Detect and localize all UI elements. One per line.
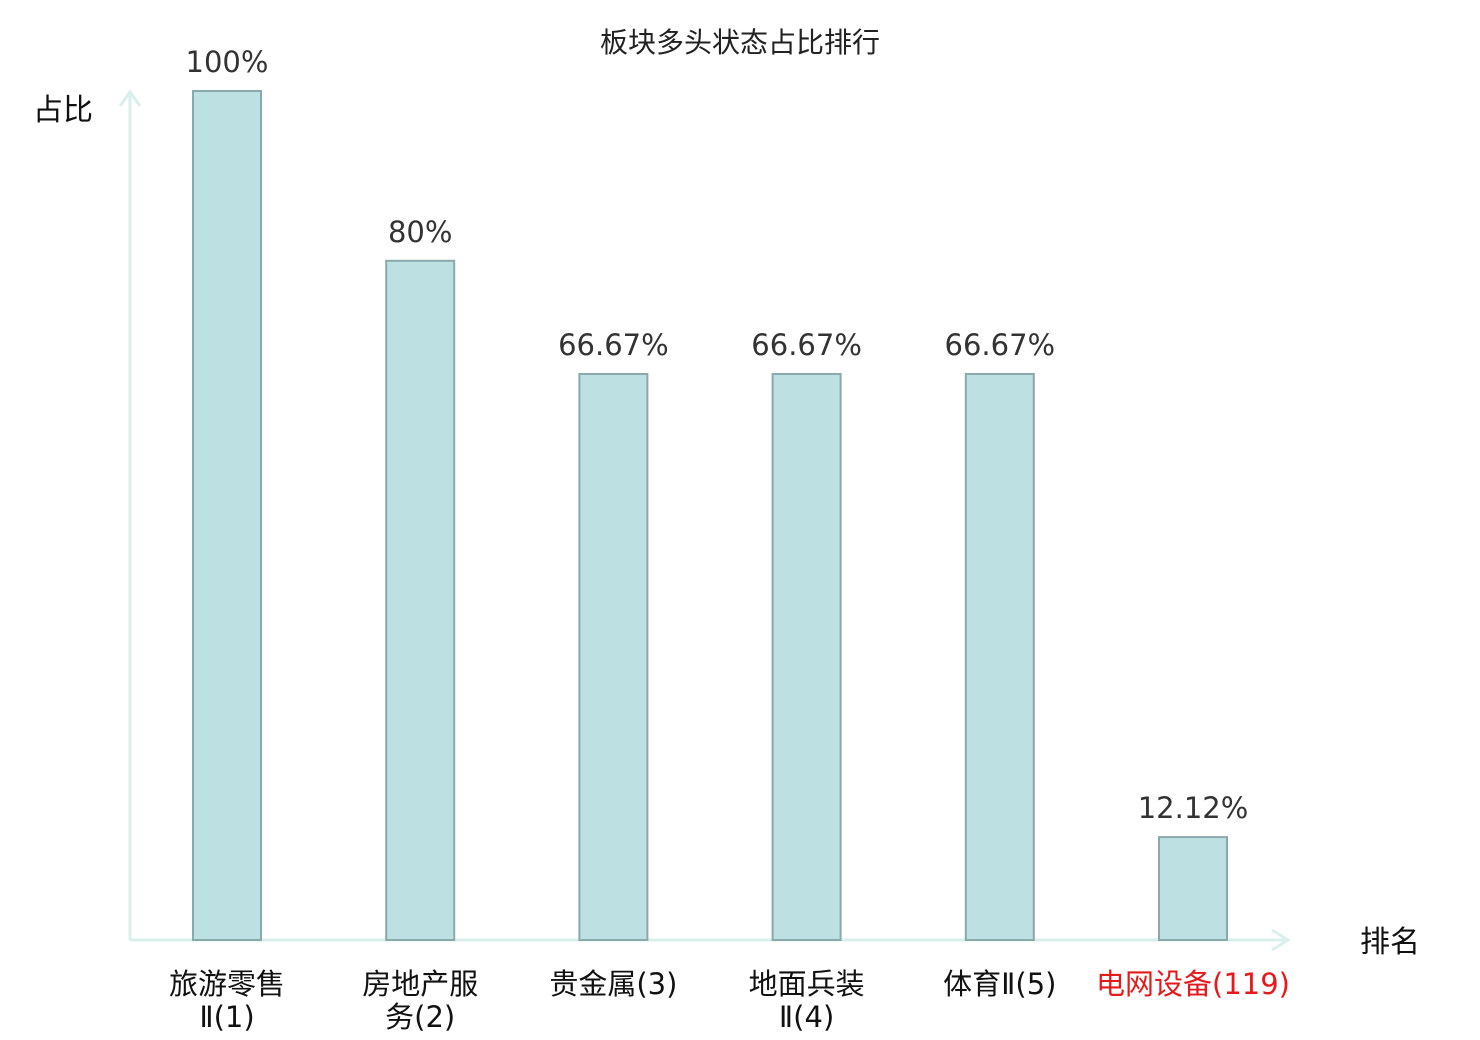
bar-4 xyxy=(771,372,842,942)
category-label-4: 地面兵装 Ⅱ(4) xyxy=(749,967,865,1034)
category-label-3: 贵金属(3) xyxy=(549,967,677,1001)
category-label-line: 贵金属(3) xyxy=(549,967,677,1001)
category-label-line: 旅游零售 xyxy=(169,967,285,1001)
value-label-2: 80% xyxy=(388,215,452,249)
bars-group xyxy=(192,90,1228,942)
category-label-line: 体育Ⅱ(5) xyxy=(943,967,1056,1001)
category-labels-group: 旅游零售 Ⅱ(1) 房地产服务(2) 贵金属(3) 地面兵装 Ⅱ(4) 体育Ⅱ(5) 电网设备… xyxy=(169,967,1290,1034)
category-label-line: 电网设备(119) xyxy=(1096,967,1290,1001)
value-label-5: 66.67% xyxy=(945,328,1056,362)
y-axis-label: 占比 xyxy=(33,93,93,128)
value-label-6: 12.12% xyxy=(1138,791,1249,825)
value-label-4: 66.67% xyxy=(751,328,862,362)
bar-6 xyxy=(1158,836,1228,941)
category-label-line: 地面兵装 xyxy=(749,967,865,1001)
y-axis-arrow xyxy=(118,89,142,107)
bar-5 xyxy=(964,372,1035,942)
value-labels-group: 100% 80% 66.67% 66.67% 66.67% 12.12% xyxy=(186,45,1249,825)
x-axis-label: 排名 xyxy=(1360,925,1420,960)
category-label-2: 房地产服务(2) xyxy=(362,967,478,1034)
category-label-line: Ⅱ(1) xyxy=(199,1000,254,1034)
category-label-5: 体育Ⅱ(5) xyxy=(943,967,1056,1001)
category-label-6: 电网设备(119) xyxy=(1096,967,1290,1001)
bar-3 xyxy=(578,372,649,942)
category-label-line: 务(2) xyxy=(385,1000,455,1034)
bar-1 xyxy=(192,90,262,941)
category-label-line: Ⅱ(4) xyxy=(779,1000,834,1034)
category-label-line: 房地产服 xyxy=(362,967,478,1001)
category-label-1: 旅游零售 Ⅱ(1) xyxy=(169,967,285,1034)
x-axis-arrow xyxy=(1271,928,1291,952)
bar-2 xyxy=(385,259,456,941)
value-label-3: 66.67% xyxy=(558,328,669,362)
value-label-1: 100% xyxy=(186,45,269,79)
chart-title: 板块多头状态占比排行 xyxy=(600,26,880,59)
